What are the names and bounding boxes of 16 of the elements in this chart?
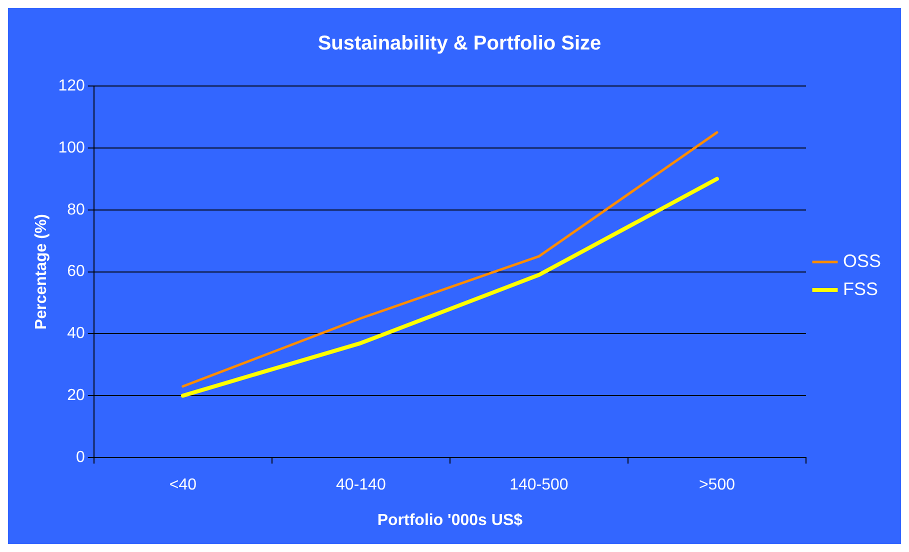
y-tick-label: 60	[67, 263, 85, 280]
y-tick-label: 100	[58, 139, 85, 156]
y-tick-label: 120	[58, 77, 85, 94]
y-tick-label: 80	[67, 201, 85, 218]
y-axis-title: Percentage (%)	[33, 214, 50, 330]
y-tick-label: 0	[76, 449, 85, 466]
chart-title: Sustainability & Portfolio Size	[318, 32, 602, 55]
legend-label: FSS	[842, 278, 878, 299]
x-tick-label: 40-140	[336, 476, 386, 494]
y-tick-label: 40	[67, 325, 85, 342]
x-axis-title: Portfolio '000s US$	[377, 512, 523, 529]
x-tick-label: >500	[698, 476, 736, 494]
y-tick-label: 20	[67, 387, 85, 404]
x-tick-label: <40	[169, 476, 197, 494]
x-tick-label: 140-500	[510, 476, 568, 494]
legend-label: OSS	[842, 250, 882, 271]
